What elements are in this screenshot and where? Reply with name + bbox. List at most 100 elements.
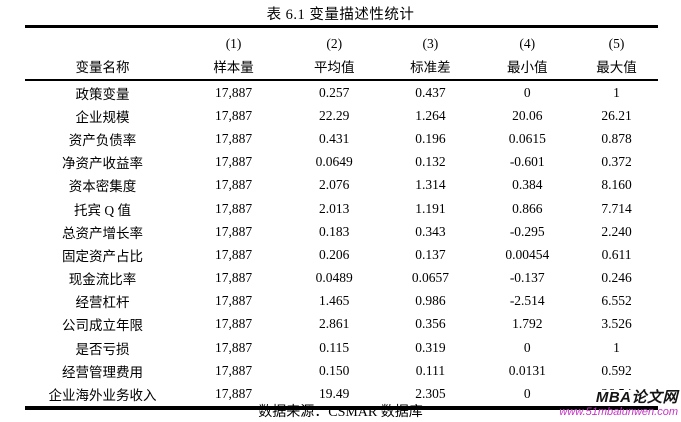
value-cell: 0	[523, 339, 531, 355]
value-cell: 17,887	[215, 130, 253, 146]
value-cell: 17,887	[215, 154, 253, 170]
value-cell: 0.866	[512, 200, 543, 216]
data-source-note: 数据来源：CSMAR 数据库	[258, 405, 423, 420]
value-cell: 8.160	[601, 177, 632, 193]
variable-name-cell: 经营杠杆	[75, 295, 130, 311]
value-cell: -2.514	[509, 293, 545, 309]
header-number-cell: (1)	[225, 35, 242, 51]
value-cell: 0.0615	[508, 130, 546, 146]
header-number-cell	[25, 27, 180, 56]
value-cell: 1	[613, 339, 620, 355]
value-cell: 17,887	[215, 316, 253, 332]
value-cell: 0.372	[601, 154, 632, 170]
value-cell: 0.115	[319, 339, 350, 355]
value-cell: 17,887	[215, 293, 253, 309]
value-cell: 0.196	[415, 130, 446, 146]
variable-name-cell: 政策变量	[75, 86, 130, 102]
value-cell: 17,887	[215, 107, 253, 123]
table-row: 公司成立年限 17,887 2.861 0.356 1.792 3.526	[25, 313, 658, 336]
value-cell: 0.0489	[315, 270, 353, 286]
value-cell: -0.601	[509, 154, 545, 170]
variable-name-cell: 经营管理费用	[62, 364, 144, 380]
header-label-std-dev: 标准差	[410, 60, 451, 75]
variable-name-cell: 企业规模	[75, 109, 130, 125]
header-label-sample-size: 样本量	[213, 60, 254, 75]
value-cell: -0.137	[509, 270, 545, 286]
value-cell: 17,887	[215, 200, 253, 216]
descriptive-statistics-table: (1) (2) (3) (4) (5) 变量名称 样本量 平均值 标准差 最小值…	[25, 25, 658, 410]
header-label-min: 最小值	[507, 60, 548, 75]
value-cell: 1.264	[415, 107, 446, 123]
table-row: 固定资产占比 17,887 0.206 0.137 0.00454 0.611	[25, 243, 658, 266]
table-row: 资产负债率 17,887 0.431 0.196 0.0615 0.878	[25, 127, 658, 150]
value-cell: 0.986	[415, 293, 446, 309]
table-header: (1) (2) (3) (4) (5) 变量名称 样本量 平均值 标准差 最小值…	[25, 27, 658, 80]
value-cell: 17,887	[215, 84, 253, 100]
table-row: 经营杠杆 17,887 1.465 0.986 -2.514 6.552	[25, 290, 658, 313]
value-cell: 17,887	[215, 177, 253, 193]
value-cell: 0.0657	[411, 270, 449, 286]
table-row: 总资产增长率 17,887 0.183 0.343 -0.295 2.240	[25, 220, 658, 243]
header-label-row: 变量名称 样本量 平均值 标准差 最小值 最大值	[25, 55, 658, 80]
value-cell: 17,887	[215, 270, 253, 286]
value-cell: 17,887	[215, 386, 253, 402]
table-row: 经营管理费用 17,887 0.150 0.111 0.0131 0.592	[25, 359, 658, 382]
table-row: 资本密集度 17,887 2.076 1.314 0.384 8.160	[25, 174, 658, 197]
value-cell: 0.356	[415, 316, 446, 332]
value-cell: 7.714	[601, 200, 632, 216]
value-cell: 0.111	[415, 362, 446, 378]
value-cell: 17,887	[215, 246, 253, 262]
header-label-variable-name: 变量名称	[75, 60, 130, 75]
value-cell: 1.465	[319, 293, 350, 309]
value-cell: 0	[523, 386, 531, 402]
watermark-site-name: MBA论文网	[592, 390, 678, 405]
value-cell: 0.183	[319, 223, 350, 239]
value-cell: 17,887	[215, 223, 253, 239]
header-number-row: (1) (2) (3) (4) (5)	[25, 27, 658, 56]
value-cell: 1.792	[512, 316, 543, 332]
value-cell: 2.076	[319, 177, 350, 193]
variable-name-cell: 企业海外业务收入	[48, 388, 157, 404]
header-number-cell: (3)	[422, 35, 439, 51]
value-cell: 0.343	[415, 223, 446, 239]
value-cell: 0.00454	[505, 246, 550, 262]
value-cell: 0.246	[601, 270, 632, 286]
value-cell: 0.0649	[315, 154, 353, 170]
value-cell: 2.013	[319, 200, 350, 216]
value-cell: 0.150	[319, 362, 350, 378]
value-cell: 2.305	[415, 386, 446, 402]
value-cell: 17,887	[215, 339, 253, 355]
value-cell: 6.552	[601, 293, 632, 309]
value-cell: 0.611	[601, 246, 632, 262]
value-cell: 1	[613, 84, 620, 100]
value-cell: -0.295	[509, 223, 545, 239]
table-row: 是否亏损 17,887 0.115 0.319 0 1	[25, 336, 658, 359]
variable-name-cell: 托宾 Q 值	[74, 202, 132, 218]
header-label-mean: 平均值	[313, 60, 355, 75]
value-cell: 0.592	[601, 362, 632, 378]
value-cell: 0.132	[415, 154, 446, 170]
variable-name-cell: 资产负债率	[68, 132, 137, 148]
table-row: 企业规模 17,887 22.29 1.264 20.06 26.21	[25, 104, 658, 127]
value-cell: 3.526	[601, 316, 632, 332]
value-cell: 0.384	[512, 177, 543, 193]
value-cell: 22.29	[319, 107, 350, 123]
header-number-cell: (2)	[326, 35, 343, 51]
value-cell: 2.240	[601, 223, 632, 239]
value-cell: 17,887	[215, 362, 253, 378]
value-cell: 19.49	[319, 386, 350, 402]
variable-name-cell: 净资产收益率	[62, 156, 144, 172]
header-number-cell: (5)	[608, 35, 625, 51]
variable-name-cell: 公司成立年限	[62, 318, 144, 334]
header-number-cell: (4)	[519, 35, 536, 51]
watermark-site-url-link[interactable]: www.51mbalunwen.com	[559, 406, 678, 418]
value-cell: 0.319	[415, 339, 446, 355]
value-cell: 0.878	[601, 130, 632, 146]
value-cell: 2.861	[319, 316, 350, 332]
value-cell: 0.206	[319, 246, 350, 262]
value-cell: 0.137	[415, 246, 446, 262]
value-cell: 0.431	[319, 130, 350, 146]
site-watermark: MBA论文网 www.51mbalunwen.com	[559, 390, 678, 418]
table-row: 现金流比率 17,887 0.0489 0.0657 -0.137 0.246	[25, 267, 658, 290]
